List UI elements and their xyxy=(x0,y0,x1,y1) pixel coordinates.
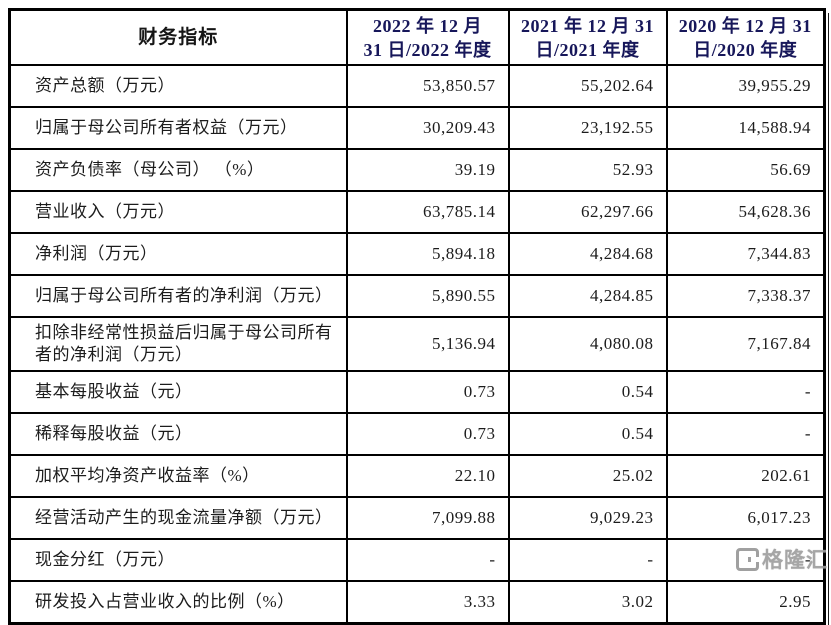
value-cell-2021: 55,202.64 xyxy=(507,64,668,108)
column-header-2022: 2022 年 12 月 31 日/2022 年度 xyxy=(345,8,510,66)
column-header-2020: 2020 年 12 月 31 日/2020 年度 xyxy=(665,8,826,66)
value-cell-2022: 3.33 xyxy=(345,580,510,625)
value-cell-2021: 25.02 xyxy=(507,454,668,498)
column-header-indicator-label: 财务指标 xyxy=(138,26,219,48)
row-label: 净利润（万元） xyxy=(8,232,348,276)
table-row-debt-ratio: 资产负债率（母公司） （%） 39.19 52.93 56.69 xyxy=(8,148,826,192)
column-header-2022-line2: 31 日/2022 年度 xyxy=(363,39,492,60)
value-cell-2022: 22.10 xyxy=(345,454,510,498)
column-header-2020-line1: 2020 年 12 月 31 xyxy=(678,15,812,36)
value-cell-2020: 7,344.83 xyxy=(665,232,826,276)
value-cell-2022: 0.73 xyxy=(345,370,510,414)
value-cell-2020: 14,588.94 xyxy=(665,106,826,150)
value-cell-2020: - xyxy=(665,412,826,456)
value-cell-2020: 2.95 xyxy=(665,580,826,625)
value-cell-2021: - xyxy=(507,538,668,582)
value-cell-2022: 5,136.94 xyxy=(345,316,510,372)
table-row-parent-equity: 归属于母公司所有者权益（万元） 30,209.43 23,192.55 14,5… xyxy=(8,106,826,150)
column-header-indicator: 财务指标 xyxy=(8,8,348,66)
column-header-2021: 2021 年 12 月 31 日/2021 年度 xyxy=(507,8,668,66)
value-cell-2020: - xyxy=(665,370,826,414)
value-cell-2022: 0.73 xyxy=(345,412,510,456)
value-cell-2020: - xyxy=(665,538,826,582)
value-cell-2020: 6,017.23 xyxy=(665,496,826,540)
value-cell-2020: 54,628.36 xyxy=(665,190,826,234)
watermark-text: 格隆汇 xyxy=(762,549,828,572)
table-row-diluted-eps: 稀释每股收益（元） 0.73 0.54 - xyxy=(8,412,826,456)
table-row-operating-revenue: 营业收入（万元） 63,785.14 62,297.66 54,628.36 xyxy=(8,190,826,234)
table-row-operating-cash-flow: 经营活动产生的现金流量净额（万元） 7,099.88 9,029.23 6,01… xyxy=(8,496,826,540)
row-label: 经营活动产生的现金流量净额（万元） xyxy=(8,496,348,540)
table-row-total-assets: 资产总额（万元） 53,850.57 55,202.64 39,955.29 xyxy=(8,64,826,108)
value-cell-2020: 202.61 xyxy=(665,454,826,498)
value-cell-2021: 0.54 xyxy=(507,370,668,414)
column-header-2021-line1: 2021 年 12 月 31 xyxy=(521,15,654,36)
row-label: 加权平均净资产收益率（%） xyxy=(8,454,348,498)
row-label: 营业收入（万元） xyxy=(8,190,348,234)
row-label: 归属于母公司所有者的净利润（万元） xyxy=(8,274,348,318)
row-label: 归属于母公司所有者权益（万元） xyxy=(8,106,348,150)
value-cell-2022: 7,099.88 xyxy=(345,496,510,540)
row-label: 研发投入占营业收入的比例（%） xyxy=(8,580,348,625)
value-cell-2021: 0.54 xyxy=(507,412,668,456)
row-label: 资产总额（万元） xyxy=(8,64,348,108)
row-label: 扣除非经常性损益后归属于母公司所有者的净利润（万元） xyxy=(8,316,348,372)
column-header-2022-line1: 2022 年 12 月 xyxy=(373,15,482,36)
value-cell-2021: 4,080.08 xyxy=(507,316,668,372)
table-row-net-profit: 净利润（万元） 5,894.18 4,284.68 7,344.83 xyxy=(8,232,826,276)
value-cell-2022: 39.19 xyxy=(345,148,510,192)
value-cell-2021: 4,284.85 xyxy=(507,274,668,318)
value-cell-2020: 7,167.84 xyxy=(665,316,826,372)
gelonghui-logo-icon xyxy=(736,547,759,571)
row-label: 基本每股收益（元） xyxy=(8,370,348,414)
value-cell-2021: 9,029.23 xyxy=(507,496,668,540)
table-header-row: 财务指标 2022 年 12 月 31 日/2022 年度 2021 年 12 … xyxy=(8,8,826,66)
table-row-cash-dividend: 现金分红（万元） - - - xyxy=(8,538,826,582)
value-cell-2021: 23,192.55 xyxy=(507,106,668,150)
row-label: 稀释每股收益（元） xyxy=(8,412,348,456)
table-row-net-profit-excl-nonrecurring: 扣除非经常性损益后归属于母公司所有者的净利润（万元） 5,136.94 4,08… xyxy=(8,316,826,372)
value-cell-2021: 4,284.68 xyxy=(507,232,668,276)
value-cell-2021: 52.93 xyxy=(507,148,668,192)
value-cell-2022: 53,850.57 xyxy=(345,64,510,108)
table-row-weighted-avg-roe: 加权平均净资产收益率（%） 22.10 25.02 202.61 xyxy=(8,454,826,498)
value-cell-2022: 30,209.43 xyxy=(345,106,510,150)
value-cell-2022: 5,894.18 xyxy=(345,232,510,276)
value-cell-2020: 56.69 xyxy=(665,148,826,192)
table-row-basic-eps: 基本每股收益（元） 0.73 0.54 - xyxy=(8,370,826,414)
column-header-2020-line2: 日/2020 年度 xyxy=(693,39,798,60)
column-header-2021-line2: 日/2021 年度 xyxy=(535,39,640,60)
value-cell-2022: 5,890.55 xyxy=(345,274,510,318)
value-cell-2021: 3.02 xyxy=(507,580,668,625)
table-row-rd-expense-ratio: 研发投入占营业收入的比例（%） 3.33 3.02 2.95 xyxy=(8,580,826,625)
value-cell-2022: - xyxy=(345,538,510,582)
page: { "meta": { "background_color": "#ffffff… xyxy=(8,8,828,625)
value-cell-2020: 7,338.37 xyxy=(665,274,826,318)
table-row-parent-net-profit: 归属于母公司所有者的净利润（万元） 5,890.55 4,284.85 7,33… xyxy=(8,274,826,318)
row-label: 现金分红（万元） xyxy=(8,538,348,582)
value-cell-2020: 39,955.29 xyxy=(665,64,826,108)
financial-indicators-table: 财务指标 2022 年 12 月 31 日/2022 年度 2021 年 12 … xyxy=(8,8,826,625)
value-cell-2021: 62,297.66 xyxy=(507,190,668,234)
value-cell-2022: 63,785.14 xyxy=(345,190,510,234)
gelonghui-watermark: 格隆汇 xyxy=(736,544,828,574)
row-label: 资产负债率（母公司） （%） xyxy=(8,148,348,192)
